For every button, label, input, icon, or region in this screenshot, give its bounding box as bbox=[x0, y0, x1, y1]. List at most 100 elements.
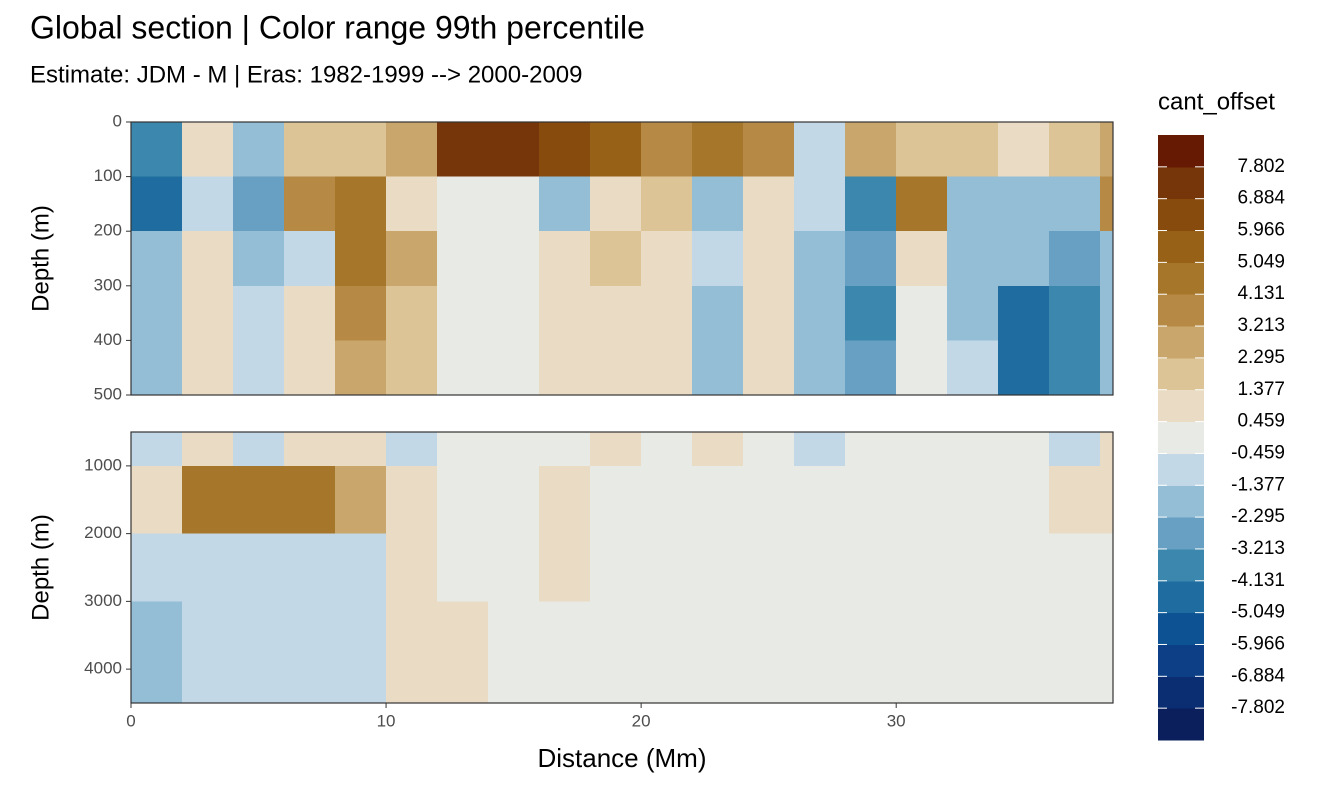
contour-cell bbox=[743, 601, 795, 704]
contour-cell bbox=[233, 285, 285, 341]
y-tick-label: 400 bbox=[94, 330, 122, 349]
x-tick-label: 20 bbox=[632, 711, 651, 730]
legend-swatch bbox=[1158, 708, 1204, 741]
contour-cell bbox=[233, 340, 285, 396]
contour-cell bbox=[845, 122, 897, 178]
contour-cell bbox=[845, 465, 897, 535]
legend-label: -5.966 bbox=[1231, 633, 1285, 654]
contour-cell bbox=[743, 122, 795, 178]
contour-cell bbox=[437, 601, 489, 704]
contour-cell bbox=[641, 231, 693, 287]
contour-cell bbox=[437, 176, 489, 232]
y-tick-label: 500 bbox=[94, 384, 122, 403]
contour-cell bbox=[947, 231, 999, 287]
contour-cell bbox=[386, 176, 438, 232]
legend-label: 2.295 bbox=[1237, 347, 1285, 368]
y-axis-label: Depth (m) bbox=[27, 514, 54, 621]
contour-cell bbox=[896, 465, 948, 535]
legend-swatch bbox=[1158, 326, 1204, 359]
contour-cell bbox=[437, 340, 489, 396]
contour-cell bbox=[743, 432, 795, 467]
contour-cell bbox=[488, 176, 540, 232]
contour-cell bbox=[641, 122, 693, 178]
contour-cell bbox=[998, 533, 1050, 602]
legend-swatch bbox=[1158, 676, 1204, 709]
contour-cell bbox=[488, 285, 540, 341]
legend-swatch bbox=[1158, 357, 1204, 391]
contour-cell bbox=[539, 601, 591, 704]
contour-cell bbox=[437, 465, 489, 535]
contour-cell bbox=[437, 533, 489, 602]
contour-cell bbox=[182, 432, 234, 467]
legend-label: 7.802 bbox=[1237, 156, 1285, 177]
contour-cell bbox=[437, 285, 489, 341]
contour-cell bbox=[539, 231, 591, 287]
contour-cell bbox=[794, 340, 846, 396]
contour-cell bbox=[437, 122, 489, 178]
contour-cell bbox=[386, 285, 438, 341]
contour-cell bbox=[896, 122, 948, 178]
x-axis-label: Distance (Mm) bbox=[537, 743, 706, 773]
legend-swatch bbox=[1158, 389, 1204, 423]
contour-cell bbox=[590, 340, 642, 396]
contour-cell bbox=[794, 432, 846, 467]
contour-cell bbox=[692, 601, 744, 704]
contour-cell bbox=[845, 285, 897, 341]
contour-cell bbox=[692, 432, 744, 467]
legend-swatch bbox=[1158, 421, 1204, 454]
contour-cell bbox=[233, 122, 285, 178]
contour-cell bbox=[386, 465, 438, 535]
contour-cell bbox=[641, 176, 693, 232]
contour-cell bbox=[845, 176, 897, 232]
legend-label: 5.049 bbox=[1237, 251, 1285, 272]
contour-cell bbox=[1100, 601, 1114, 704]
contour-cell bbox=[641, 465, 693, 535]
contour-cell bbox=[947, 533, 999, 602]
contour-cell bbox=[998, 285, 1050, 341]
chart-title: Global section | Color range 99th percen… bbox=[30, 9, 645, 45]
contour-cell bbox=[641, 601, 693, 704]
contour-cell bbox=[1049, 122, 1101, 178]
contour-cell bbox=[794, 285, 846, 341]
contour-cell bbox=[131, 465, 183, 535]
contour-cell bbox=[233, 533, 285, 602]
contour-cell bbox=[284, 601, 336, 704]
contour-cell bbox=[794, 533, 846, 602]
contour-cell bbox=[641, 432, 693, 467]
contour-cell bbox=[1049, 533, 1101, 602]
contour-cell bbox=[692, 533, 744, 602]
contour-cell bbox=[386, 533, 438, 602]
contour-cell bbox=[488, 465, 540, 535]
contour-cell bbox=[386, 340, 438, 396]
contour-cell bbox=[335, 285, 387, 341]
legend-label: -3.213 bbox=[1231, 538, 1285, 559]
contour-cell bbox=[1049, 465, 1101, 535]
contour-cell bbox=[284, 340, 336, 396]
legend-label: 4.131 bbox=[1237, 283, 1285, 304]
contour-cell bbox=[641, 285, 693, 341]
contour-cell bbox=[998, 465, 1050, 535]
contour-cell bbox=[284, 465, 336, 535]
contour-cell bbox=[284, 122, 336, 178]
contour-cell bbox=[182, 533, 234, 602]
contour-cell bbox=[1049, 340, 1101, 396]
y-tick-label: 300 bbox=[94, 275, 122, 294]
contour-cell bbox=[998, 122, 1050, 178]
contour-cell bbox=[1100, 122, 1114, 178]
contour-cell bbox=[284, 285, 336, 341]
contour-cell bbox=[1100, 465, 1114, 535]
contour-cell bbox=[488, 432, 540, 467]
contour-cell bbox=[386, 432, 438, 467]
contour-cell bbox=[794, 176, 846, 232]
contour-cell bbox=[386, 231, 438, 287]
contour-cell bbox=[896, 340, 948, 396]
legend-swatch bbox=[1158, 517, 1204, 550]
contour-cell bbox=[335, 176, 387, 232]
contour-cell bbox=[947, 432, 999, 467]
legend-swatch bbox=[1158, 612, 1204, 645]
contour-cell bbox=[488, 231, 540, 287]
contour-cell bbox=[794, 231, 846, 287]
contour-cell bbox=[539, 432, 591, 467]
contour-cell bbox=[335, 231, 387, 287]
